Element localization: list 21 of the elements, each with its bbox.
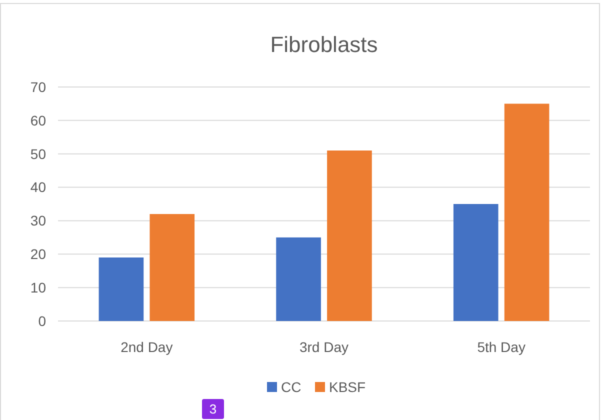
y-tick-label: 10 [30, 279, 46, 296]
x-tick-label: 2nd Day [120, 339, 173, 355]
chart-title: Fibroblasts [270, 32, 378, 57]
y-tick-label: 0 [38, 312, 46, 329]
y-tick-label: 60 [30, 112, 46, 128]
x-tick-label: 5th Day [477, 339, 526, 355]
bar [150, 214, 195, 321]
bar [504, 104, 550, 321]
bar [327, 150, 372, 321]
text: 3 [209, 402, 217, 417]
bar [453, 204, 498, 321]
bar [276, 237, 321, 321]
legend-label: CC [281, 378, 302, 395]
y-tick-label: 70 [30, 78, 46, 95]
y-tick-label: 40 [30, 179, 46, 196]
y-tick-label: 50 [30, 146, 46, 162]
x-tick-label: 3rd Day [299, 339, 349, 355]
bar [98, 257, 144, 321]
y-tick-label: 30 [30, 212, 46, 229]
y-tick-label: 20 [30, 246, 46, 262]
legend-label: KBSF [329, 378, 366, 395]
